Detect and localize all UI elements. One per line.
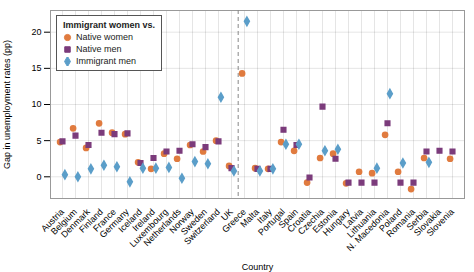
svg-text:Poland: Poland: [377, 206, 404, 234]
svg-text:Switzerland: Switzerland: [182, 207, 222, 247]
svg-text:Ireland: Ireland: [130, 206, 157, 234]
svg-text:N. Macedonia: N. Macedonia: [344, 206, 391, 253]
svg-text:Greece: Greece: [220, 206, 248, 235]
svg-text:Lithuania: Lithuania: [345, 206, 378, 240]
svg-text:Sweden: Sweden: [178, 206, 209, 237]
svg-text:Norway: Norway: [167, 206, 196, 236]
svg-text:Italy: Italy: [255, 206, 274, 226]
svg-text:Croatia: Croatia: [285, 206, 313, 235]
svg-text:Denmark: Denmark: [59, 206, 92, 240]
html-text:Immigrant men: Immigrant men: [76, 56, 136, 66]
svg-text:Netherlands: Netherlands: [141, 206, 183, 249]
html-text:Native men: Native men: [76, 44, 122, 54]
svg-text:10: 10: [31, 99, 41, 109]
html-text:Native women: Native women: [76, 32, 133, 42]
svg-text:Luxembourg: Luxembourg: [127, 206, 170, 250]
svg-text:Estonia: Estonia: [310, 206, 339, 235]
svg-text:Belgium: Belgium: [48, 206, 79, 237]
svg-text:Germany: Germany: [97, 206, 131, 240]
svg-text:Latvia: Latvia: [340, 206, 365, 231]
svg-text:Country: Country: [242, 262, 274, 272]
svg-text:Slovakia: Slovakia: [411, 206, 443, 238]
svg-text:Serbia: Serbia: [404, 206, 430, 233]
svg-text:Portugal: Portugal: [256, 206, 287, 238]
svg-text:Iceland: Iceland: [116, 206, 144, 235]
svg-text:15: 15: [31, 63, 41, 73]
html-text:Immigrant women vs.: Immigrant women vs.: [63, 20, 155, 30]
svg-text:Spain: Spain: [276, 206, 300, 231]
svg-text:Hungary: Hungary: [320, 206, 352, 238]
svg-text:UK: UK: [219, 206, 235, 223]
svg-text:5: 5: [36, 136, 41, 146]
svg-text:France: France: [91, 206, 118, 234]
svg-text:0: 0: [36, 172, 41, 182]
svg-text:Slovenia: Slovenia: [424, 207, 455, 238]
svg-text:20: 20: [31, 27, 41, 37]
svg-text:Czechia: Czechia: [295, 206, 326, 237]
svg-text:Malta: Malta: [238, 206, 261, 230]
svg-text:Gap in unemployment rates (pp): Gap in unemployment rates (pp): [2, 40, 12, 169]
svg-text:Romania: Romania: [384, 206, 417, 240]
svg-text:Austria: Austria: [39, 206, 66, 234]
svg-text:Finland: Finland: [77, 206, 105, 235]
